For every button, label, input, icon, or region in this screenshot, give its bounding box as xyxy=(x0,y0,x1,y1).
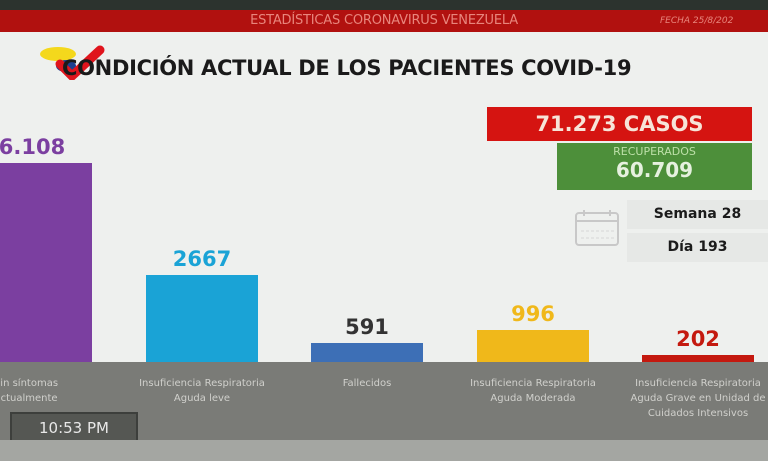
category-label: Sin síntomas actualmente xyxy=(0,378,59,404)
recovered-box: RECUPERADOS 60.709 xyxy=(557,143,752,190)
calendar-icon xyxy=(575,210,619,246)
bar-0 xyxy=(0,163,92,362)
total-cases-box: 71.273 CASOS xyxy=(487,107,752,141)
bar-value-label: 202 xyxy=(676,327,720,352)
clock: 10:53 PM xyxy=(10,412,138,442)
day-box: Día 193 xyxy=(627,233,768,262)
category-label: Insuficiencia Respiratoria Aguda Grave e… xyxy=(630,378,766,419)
bar-1 xyxy=(146,275,258,362)
category-label: Insuficiencia Respiratoria Aguda leve xyxy=(139,378,265,404)
category-label: Fallecidos xyxy=(342,378,392,389)
bar-value-label: 591 xyxy=(345,314,389,339)
bottom-border xyxy=(0,440,768,461)
header-title: ESTADÍSTICAS CORONAVIRUS VENEZUELA xyxy=(250,13,518,28)
bar-value-label: 6.108 xyxy=(0,135,66,159)
bar-3 xyxy=(477,329,589,362)
header-date: FECHA 25/8/202 xyxy=(660,16,734,26)
top-border xyxy=(0,0,768,10)
week-box: Semana 28 xyxy=(627,200,768,229)
recovered-value: 60.709 xyxy=(615,158,694,182)
bar-4 xyxy=(642,355,754,362)
category-label: Insuficiencia Respiratoria Aguda Moderad… xyxy=(470,378,596,404)
bar-value-label: 996 xyxy=(511,301,555,326)
venezuela-check-logo-icon xyxy=(40,45,105,80)
page-title: CONDICIÓN ACTUAL DE LOS PACIENTES COVID-… xyxy=(62,56,632,80)
recovered-label: RECUPERADOS xyxy=(613,145,696,158)
header-bar: ESTADÍSTICAS CORONAVIRUS VENEZUELA FECHA… xyxy=(0,10,768,32)
bar-2 xyxy=(311,342,423,362)
bar-value-label: 2667 xyxy=(172,247,232,272)
